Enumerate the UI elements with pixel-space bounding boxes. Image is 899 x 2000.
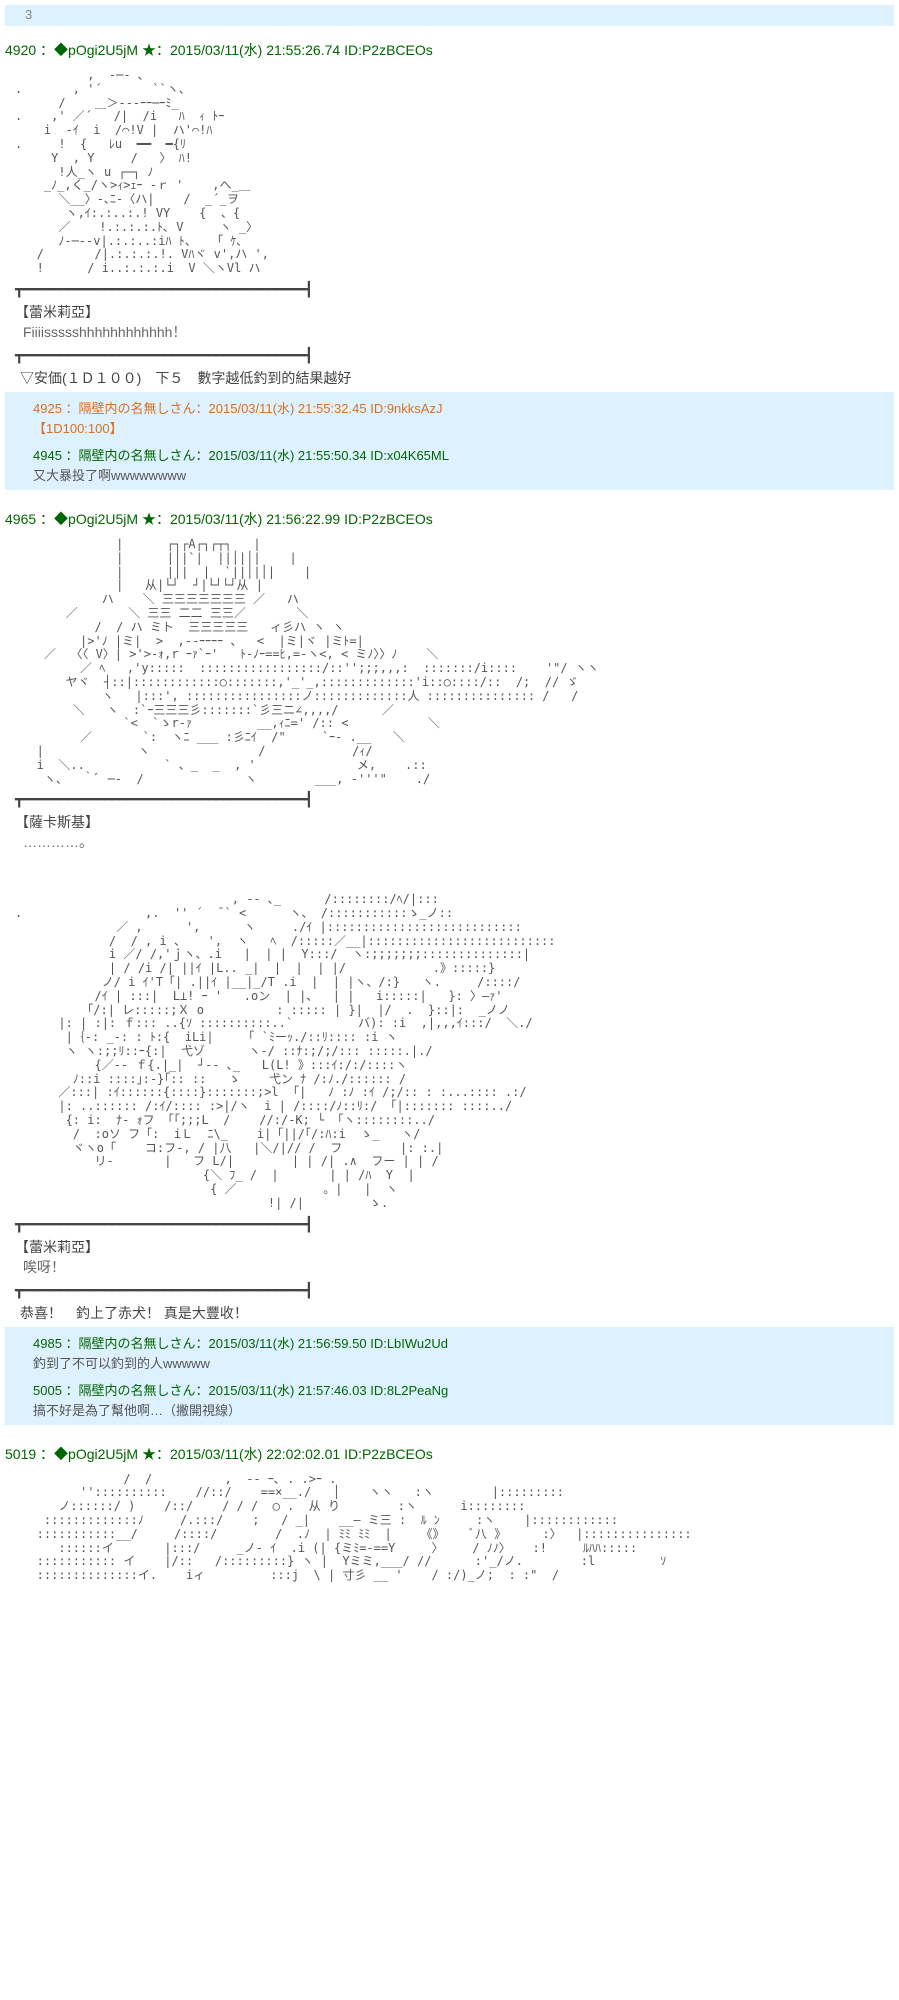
reply-meta-text: ：隔壁内の名無しさん：2015/03/11(水) 21:56:59.50 ID:… — [66, 1336, 448, 1351]
post: 4965 ：◆pOgi2U5jM ★：2015/03/11(水) 21:56:2… — [5, 505, 894, 1425]
anka-prompt: ▽安価(１Ｄ１００) 下５ 數字越低釣到的結果越好 — [5, 368, 894, 388]
reply-body: 搞不好是為了幫他啊…（撇開視線） — [33, 1399, 884, 1419]
post-date: 2015/03/11(水) 21:56:22.99 — [170, 511, 340, 527]
reply-meta: 4945 ：隔壁内の名無しさん：2015/03/11(水) 21:55:50.3… — [33, 445, 884, 464]
ascii-art: / / , ‐- ｰ､ . .>ｰ . '':::::::::: //::/ =… — [5, 1468, 894, 1585]
post-number: 4920 — [5, 42, 36, 58]
post-date: 2015/03/11(水) 22:02:02.01 — [170, 1446, 340, 1462]
dialogue-text: 唉呀！ — [5, 1257, 894, 1277]
post: 4920 ：◆pOgi2U5jM ★：2015/03/11(水) 21:55:2… — [5, 36, 894, 490]
speaker-name: 【蕾米莉亞】 — [15, 1240, 99, 1256]
post: 5019 ：◆pOgi2U5jM ★：2015/03/11(水) 22:02:0… — [5, 1440, 894, 1585]
reply-num[interactable]: 4945 — [33, 448, 62, 463]
divider: ┳━━━━━━━━━━━━━━━━━━━━━━━━━━━━━━━━━━━━━━┫ — [5, 282, 894, 298]
post-trip: ◆pOgi2U5jM ★ — [54, 1446, 156, 1462]
reply-meta: 5005 ：隔壁内の名無しさん：2015/03/11(水) 21:57:46.0… — [33, 1380, 884, 1399]
partial-reply-top: 3 — [5, 5, 894, 26]
post-id: ID:P2zBCEOs — [344, 511, 433, 527]
reply-num[interactable]: 4925 — [33, 401, 62, 416]
reply-selected: 4925 ：隔壁内の名無しさん：2015/03/11(水) 21:55:32.4… — [33, 398, 884, 437]
reply-meta-text: ：隔壁内の名無しさん：2015/03/11(水) 21:55:50.34 ID:… — [66, 448, 449, 463]
post-trip: ◆pOgi2U5jM ★ — [54, 511, 156, 527]
post-header: 5019 ：◆pOgi2U5jM ★：2015/03/11(水) 22:02:0… — [5, 1440, 894, 1468]
speaker-label: 【蕾米莉亞】 — [5, 302, 894, 322]
ascii-art: , -─- ､ . , '´ ``ヽ、 / ＿＞---ｰｰ─ｰﾐ_ . ,' ／… — [5, 64, 894, 278]
reply-normal: 5005 ：隔壁内の名無しさん：2015/03/11(水) 21:57:46.0… — [33, 1380, 884, 1419]
post-header: 4965 ：◆pOgi2U5jM ★：2015/03/11(水) 21:56:2… — [5, 505, 894, 533]
speaker-label: 【蕾米莉亞】 — [5, 1237, 894, 1257]
divider: ┳━━━━━━━━━━━━━━━━━━━━━━━━━━━━━━━━━━━━━━┫ — [5, 348, 894, 364]
post-number: 4965 — [5, 511, 36, 527]
reply-meta-text: ：隔壁内の名無しさん：2015/03/11(水) 21:55:32.45 ID:… — [66, 401, 443, 416]
reply-normal: 4985 ：隔壁内の名無しさん：2015/03/11(水) 21:56:59.5… — [33, 1333, 884, 1372]
dialogue-text: …………。 — [5, 832, 894, 852]
speaker-label: 【薩卡斯基】 — [5, 812, 894, 832]
divider: ┳━━━━━━━━━━━━━━━━━━━━━━━━━━━━━━━━━━━━━━┫ — [5, 792, 894, 808]
ascii-art: | ┌┐┌A┌┐┌┬┐ | | |│|`| ||│|│| | | |│| | `… — [5, 533, 894, 788]
speaker-name: 【薩卡斯基】 — [15, 815, 99, 831]
reply-body: 【1D100:100】 — [33, 417, 884, 437]
reply-box: 4985 ：隔壁内の名無しさん：2015/03/11(水) 21:56:59.5… — [5, 1327, 894, 1425]
post-trip: ◆pOgi2U5jM ★ — [54, 42, 156, 58]
reply-body: 釣到了不可以釣到的人wwwww — [33, 1352, 884, 1372]
top-fragment-text: 3 — [25, 7, 32, 22]
reply-body: 又大暴投了啊wwwwwwww — [33, 464, 884, 484]
reply-meta: 4985 ：隔壁内の名無しさん：2015/03/11(水) 21:56:59.5… — [33, 1333, 884, 1352]
reply-meta-text: ：隔壁内の名無しさん：2015/03/11(水) 21:57:46.03 ID:… — [66, 1383, 449, 1398]
reply-meta: 4925 ：隔壁内の名無しさん：2015/03/11(水) 21:55:32.4… — [33, 398, 884, 417]
dialogue-text: Fiiiissssshhhhhhhhhhhh！ — [5, 322, 894, 342]
reply-num[interactable]: 5005 — [33, 1383, 62, 1398]
congrats-text: 恭喜！ 釣上了赤犬！ 真是大豐收！ — [5, 1303, 894, 1323]
post-id: ID:P2zBCEOs — [344, 42, 433, 58]
ascii-art: , -- ､_ /::::::::/ﾍ/|::: . ,. '' ´ ̄ ` <… — [5, 888, 894, 1212]
post-id: ID:P2zBCEOs — [344, 1446, 433, 1462]
post-header: 4920 ：◆pOgi2U5jM ★：2015/03/11(水) 21:55:2… — [5, 36, 894, 64]
divider: ┳━━━━━━━━━━━━━━━━━━━━━━━━━━━━━━━━━━━━━━┫ — [5, 1283, 894, 1299]
post-date: 2015/03/11(水) 21:55:26.74 — [170, 42, 340, 58]
post-number: 5019 — [5, 1446, 36, 1462]
reply-num[interactable]: 4985 — [33, 1336, 62, 1351]
speaker-name: 【蕾米莉亞】 — [15, 305, 99, 321]
divider: ┳━━━━━━━━━━━━━━━━━━━━━━━━━━━━━━━━━━━━━━┫ — [5, 1217, 894, 1233]
reply-normal: 4945 ：隔壁内の名無しさん：2015/03/11(水) 21:55:50.3… — [33, 445, 884, 484]
reply-box: 4925 ：隔壁内の名無しさん：2015/03/11(水) 21:55:32.4… — [5, 392, 894, 490]
